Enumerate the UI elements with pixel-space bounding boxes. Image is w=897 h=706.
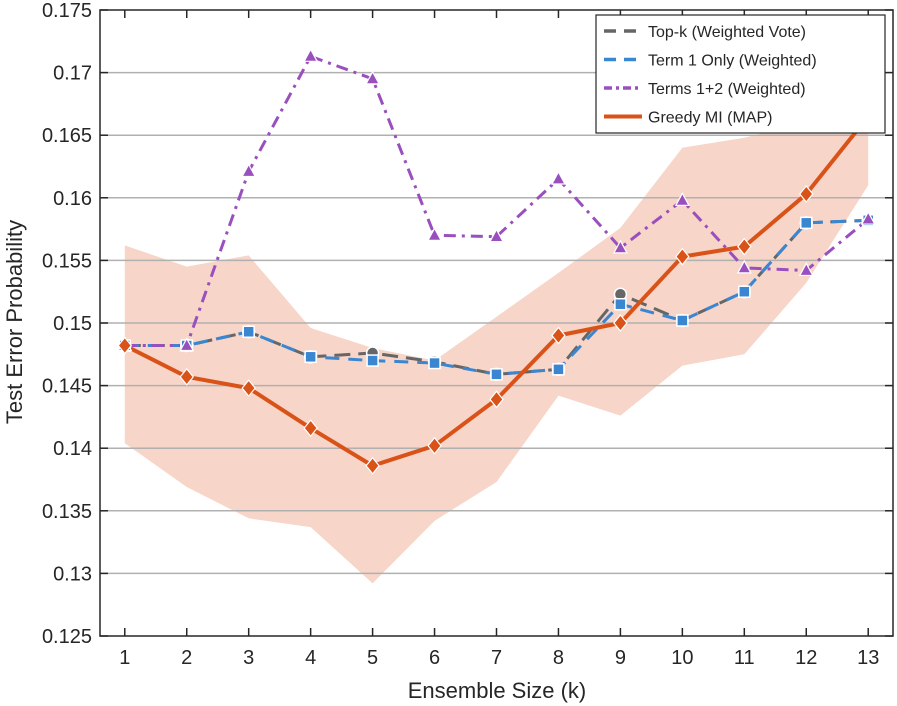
data-point-terms-1-2-weighted (179, 337, 195, 352)
legend-label-terms-1-2-weighted: Terms 1+2 (Weighted) (648, 81, 806, 98)
y-tick-label: 0.135 (42, 501, 92, 523)
data-point-terms-1-2-weighted (736, 259, 752, 274)
x-axis-title: Ensemble Size (k) (408, 678, 587, 703)
legend-box (595, 14, 886, 134)
data-point-terms-1-2-weighted (612, 239, 628, 254)
y-tick-label: 0.155 (42, 250, 92, 272)
data-point-greedy-mi-map (241, 379, 256, 398)
x-tick-label: 4 (305, 647, 316, 669)
data-point-term-1-only-weighted (738, 285, 751, 298)
confidence-band-layer (124, 122, 869, 584)
marker-layer (117, 48, 876, 475)
x-tick-label: 3 (243, 647, 254, 669)
data-point-greedy-mi-map (179, 367, 195, 386)
y-tick-label: 0.15 (53, 313, 92, 335)
data-point-term-1-only-weighted (366, 354, 379, 367)
y-tick-label: 0.17 (53, 63, 92, 85)
data-point-terms-1-2-weighted (241, 163, 257, 178)
x-tick-label: 2 (181, 647, 192, 669)
data-point-greedy-mi-map (675, 247, 690, 266)
y-tick-label: 0.13 (53, 563, 92, 585)
data-point-greedy-mi-map (117, 336, 133, 355)
data-point-term-1-only-weighted (490, 368, 503, 381)
y-tick-label: 0.14 (53, 438, 92, 460)
y-tick-label: 0.16 (53, 188, 92, 210)
y-tick-label: 0.145 (42, 376, 92, 398)
y-tick-label: 0.165 (42, 125, 92, 147)
data-point-term-1-only-weighted (800, 216, 813, 230)
x-tick-label: 7 (491, 647, 502, 669)
data-point-terms-1-2-weighted (798, 262, 814, 277)
data-point-greedy-mi-map (613, 314, 628, 332)
x-tick-label: 12 (795, 647, 817, 669)
x-tick-label: 5 (367, 647, 378, 669)
y-tick-label: 0.175 (42, 0, 92, 22)
data-point-term-1-only-weighted (428, 356, 441, 370)
x-tick-label: 8 (553, 647, 564, 669)
x-tick-label: 13 (857, 647, 879, 669)
y-axis-title: Test Error Probability (2, 220, 27, 424)
legend-label-term-1-only-weighted: Term 1 Only (Weighted) (648, 53, 817, 70)
data-point-term-1-only-weighted (552, 363, 565, 376)
data-point-greedy-mi-map (798, 185, 814, 203)
data-point-terms-1-2-weighted (365, 70, 381, 85)
data-point-term-1-only-weighted (304, 350, 317, 364)
data-point-greedy-mi-map (303, 419, 318, 438)
x-tick-label: 9 (615, 647, 626, 669)
data-point-term-1-only-weighted (242, 325, 255, 339)
data-point-term-1-only-weighted (614, 297, 627, 311)
data-point-terms-1-2-weighted (488, 228, 505, 243)
axis-layer: 0.125 0.13 0.135 0.14 0.145 0.15 0.155 0.16 0.16… (42, 0, 894, 669)
data-point-terms-1-2-weighted (860, 210, 876, 225)
data-point-terms-1-2-weighted (550, 170, 566, 185)
x-tick-label: 10 (671, 647, 693, 669)
data-point-terms-1-2-weighted (674, 192, 690, 206)
data-point-greedy-mi-map (365, 456, 380, 475)
legend: Top-k (Weighted Vote) Term 1 Only (Weight… (595, 14, 886, 134)
data-point-greedy-mi-map (737, 237, 752, 256)
x-tick-label: 6 (429, 647, 440, 669)
data-point-terms-1-2-weighted (303, 48, 319, 62)
x-tick-label: 1 (119, 647, 130, 669)
confidence-band (124, 122, 869, 584)
legend-label-greedy-mi-map: Greedy MI (MAP) (648, 110, 772, 127)
y-tick-label: 0.125 (42, 626, 92, 648)
data-point-greedy-mi-map (427, 436, 442, 455)
data-point-term-1-only-weighted (676, 314, 689, 327)
x-tick-label: 11 (734, 647, 755, 669)
data-point-terms-1-2-weighted (427, 227, 443, 241)
data-point-greedy-mi-map (489, 390, 504, 409)
data-point-greedy-mi-map (551, 326, 566, 345)
legend-label-top-k-weighted-vote: Top-k (Weighted Vote) (648, 24, 806, 41)
